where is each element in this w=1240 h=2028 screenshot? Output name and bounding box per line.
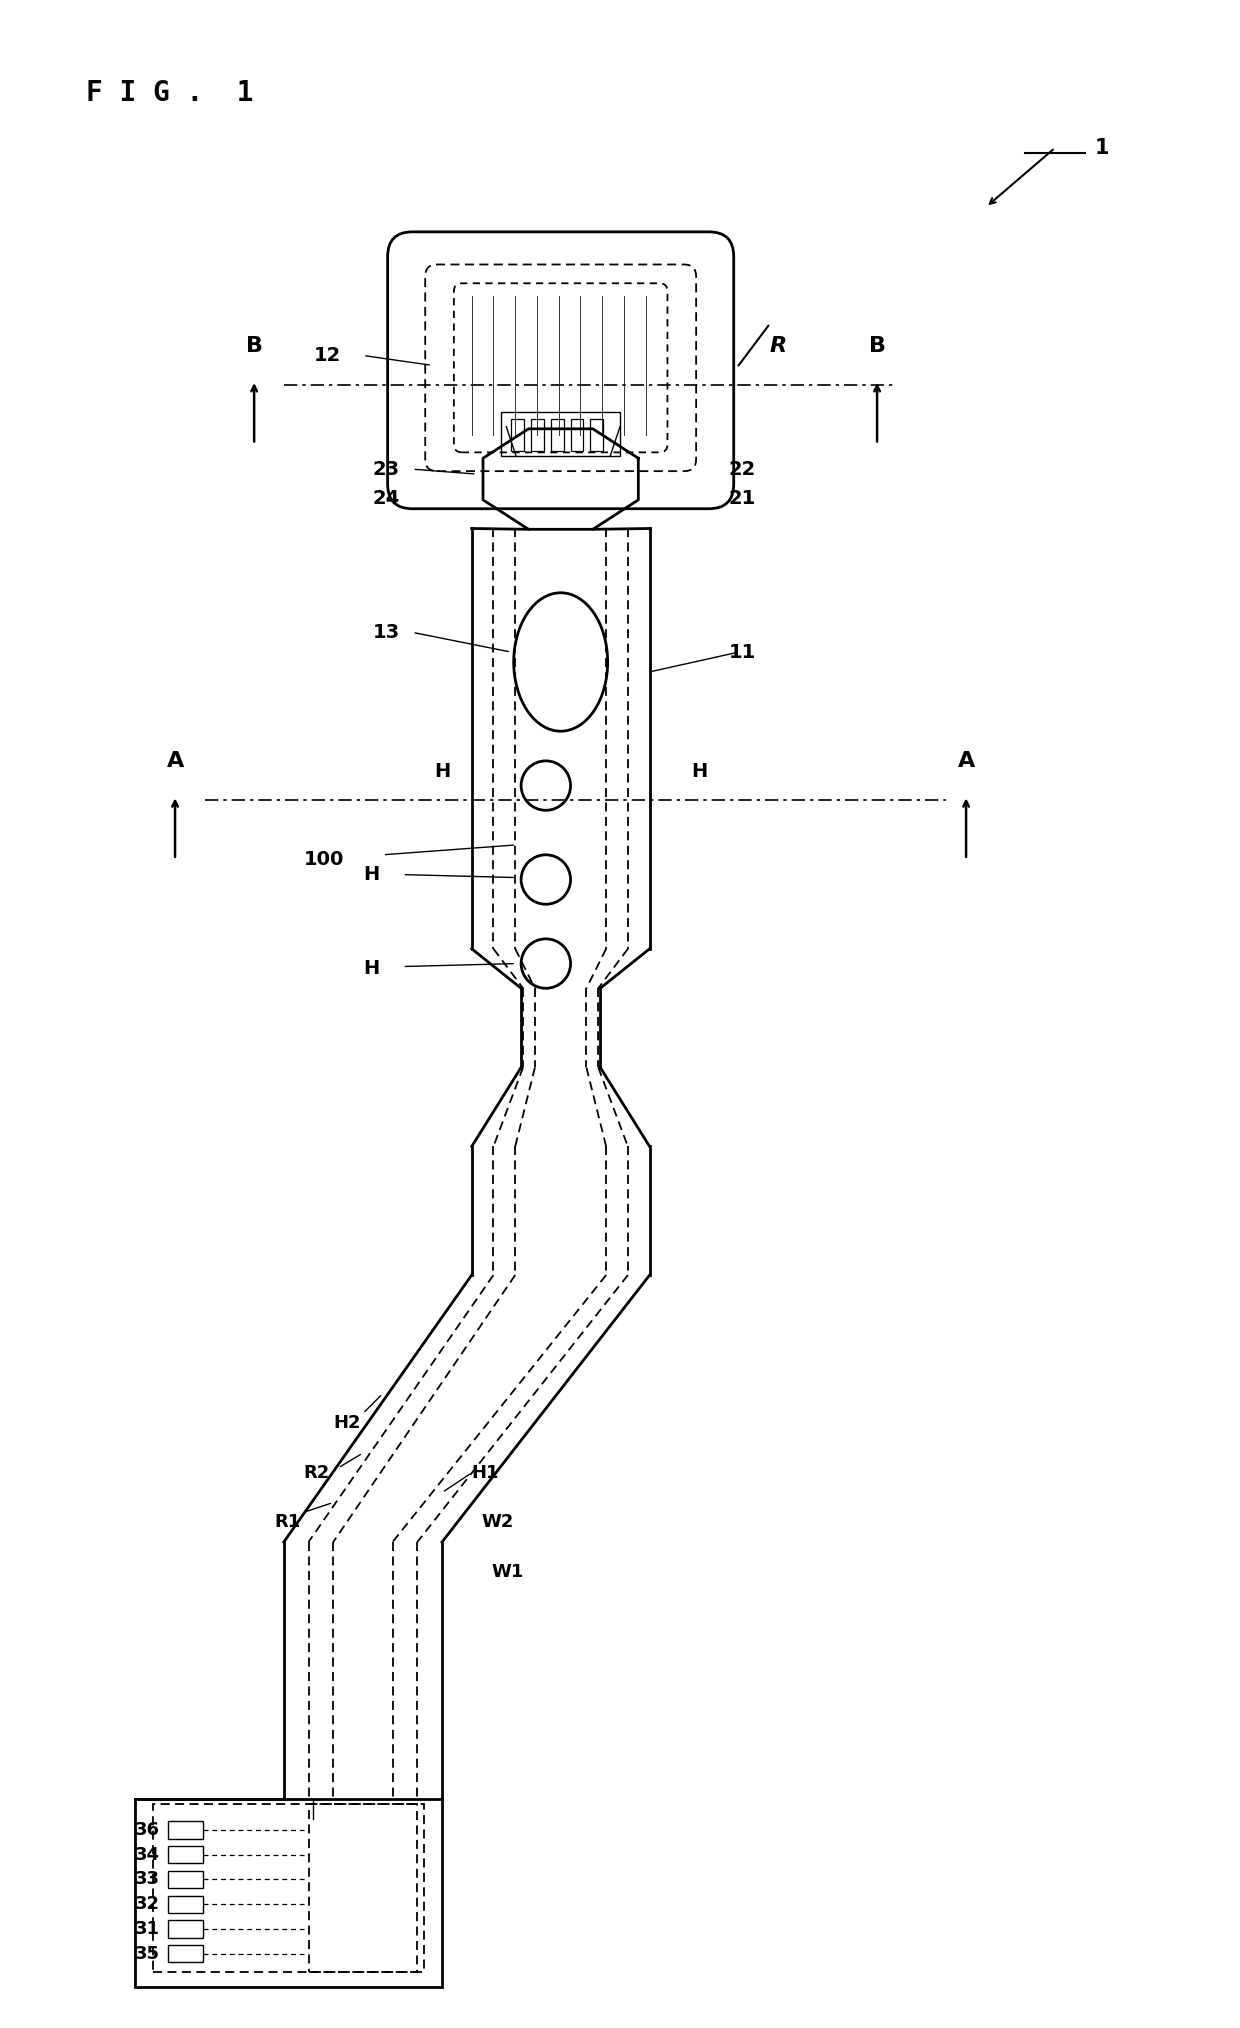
Text: 12: 12 <box>314 347 341 365</box>
Bar <box>570 418 583 452</box>
Text: H2: H2 <box>334 1414 361 1432</box>
Text: H1: H1 <box>471 1464 500 1482</box>
Text: 23: 23 <box>373 460 401 479</box>
Text: A: A <box>166 750 184 771</box>
Text: 35: 35 <box>135 1945 160 1963</box>
Text: 33: 33 <box>135 1870 160 1888</box>
Text: 21: 21 <box>729 489 756 509</box>
Text: R1: R1 <box>274 1513 300 1531</box>
Bar <box>309 1805 418 1971</box>
Text: B: B <box>246 335 263 355</box>
Bar <box>169 1921 202 1937</box>
Text: H: H <box>363 866 379 884</box>
Bar <box>169 1945 202 1963</box>
Bar <box>169 1821 202 1839</box>
Text: A: A <box>957 750 975 771</box>
Text: B: B <box>868 335 885 355</box>
Bar <box>551 418 564 452</box>
Text: 36: 36 <box>135 1821 160 1839</box>
Text: 24: 24 <box>373 489 401 509</box>
Text: H: H <box>691 763 707 781</box>
Bar <box>154 1805 424 1971</box>
Bar <box>135 1799 441 1987</box>
Text: W1: W1 <box>491 1564 523 1580</box>
Text: H: H <box>363 959 379 977</box>
Bar <box>169 1896 202 1912</box>
Bar <box>501 412 620 456</box>
Bar <box>590 418 603 452</box>
Text: 13: 13 <box>373 623 401 641</box>
Text: R: R <box>770 335 786 355</box>
Text: H: H <box>434 763 450 781</box>
Bar <box>531 418 544 452</box>
Text: 34: 34 <box>135 1845 160 1864</box>
Text: 1: 1 <box>1095 138 1109 158</box>
Text: W2: W2 <box>481 1513 513 1531</box>
Text: 31: 31 <box>135 1921 160 1939</box>
Text: 100: 100 <box>304 850 343 870</box>
Text: 32: 32 <box>135 1896 160 1912</box>
Text: 22: 22 <box>729 460 756 479</box>
Bar <box>511 418 525 452</box>
Text: 11: 11 <box>729 643 756 661</box>
Bar <box>169 1845 202 1864</box>
Text: R2: R2 <box>304 1464 330 1482</box>
Bar <box>169 1870 202 1888</box>
Text: F I G .  1: F I G . 1 <box>86 79 253 107</box>
